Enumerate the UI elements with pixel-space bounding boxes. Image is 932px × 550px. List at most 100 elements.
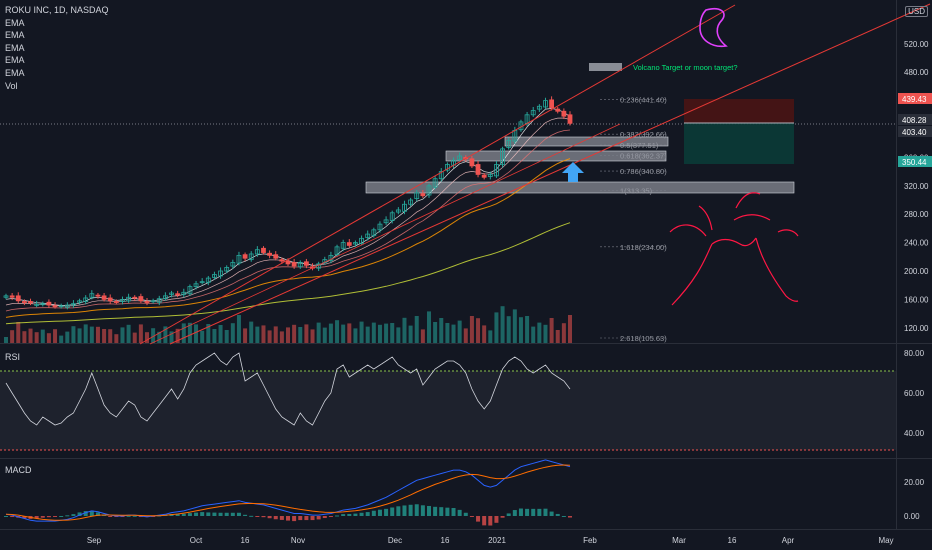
volume-bar [561, 323, 566, 343]
candle-body [77, 300, 82, 303]
volume-bar [512, 309, 517, 343]
candle-body [494, 164, 499, 177]
volume-bar [347, 323, 352, 343]
volume-bar [163, 326, 168, 343]
time-label: Oct [190, 536, 203, 545]
candle-body [285, 260, 291, 265]
volume-bar [212, 329, 217, 343]
candle-body [383, 219, 389, 224]
macd-histogram-bar [187, 513, 192, 516]
macd-histogram-bar [518, 508, 523, 516]
macd-histogram-bar [304, 516, 309, 521]
macd-histogram-bar [212, 512, 217, 516]
candle-body [58, 305, 64, 308]
candle-body [267, 252, 273, 256]
candle-body [475, 164, 481, 175]
volume-bar [255, 326, 260, 343]
time-axis[interactable]: Sep Oct 16 Nov Dec 16 2021 Feb Mar 16 Apr May [87, 536, 894, 545]
candle-body [261, 247, 266, 253]
macd-histogram-bar [132, 515, 137, 517]
macd-histogram-bar [255, 516, 260, 517]
time-label: 16 [728, 536, 737, 545]
candles [3, 96, 573, 310]
volume-bar [427, 311, 431, 343]
candle-body [549, 99, 555, 109]
symbol-title[interactable]: ROKU INC, 1D, NASDAQ [5, 5, 109, 15]
candle-body [402, 203, 407, 212]
price-axis[interactable]: 520.00480.00440.00400.00360.00320.00280.… [904, 40, 929, 333]
legend-volume[interactable]: Vol [5, 80, 18, 91]
price-label-box [898, 93, 932, 104]
legend-ema-3[interactable]: EMA [5, 42, 25, 53]
candle-body [291, 262, 297, 267]
macd-histogram-bar [181, 513, 186, 516]
time-label: 16 [241, 536, 250, 545]
legend-ema-4[interactable]: EMA [5, 55, 25, 66]
macd-histogram-bar [218, 512, 223, 516]
volume-bar [46, 333, 51, 343]
price-label-box [898, 126, 932, 137]
volume-bar [175, 328, 180, 343]
candle-body [438, 171, 444, 180]
candle-body [52, 305, 58, 308]
candle-body [230, 262, 236, 267]
volume-bar [439, 318, 444, 343]
candle-body [555, 108, 561, 112]
macd-histogram-bar [451, 508, 456, 516]
macd-histogram-bar [384, 508, 389, 516]
macd-histogram-bar [335, 515, 340, 517]
macd-histogram-bar [390, 507, 395, 516]
macd-histogram-bar [77, 512, 82, 516]
legend-ema-1[interactable]: EMA [5, 17, 25, 28]
macd-histogram-bar [286, 516, 290, 521]
price-tick: 200.00 [904, 267, 929, 276]
volume-bar [482, 325, 487, 343]
macd-histogram-bar [261, 516, 266, 518]
volume-bar [396, 327, 401, 343]
fib-label-2.618: 2.618(105.63) [620, 334, 667, 343]
profit-zone [684, 123, 794, 164]
volume-bar [322, 327, 327, 343]
macd-histogram-bar [488, 516, 493, 526]
volume-bar [151, 328, 156, 343]
volume-bar [279, 331, 284, 343]
volume-bar [236, 315, 241, 343]
time-label: Apr [782, 536, 795, 545]
currency-badge[interactable]: USD [905, 6, 928, 17]
macd-histogram-bar [476, 516, 481, 522]
macd-histogram-bar [457, 509, 462, 516]
macd-histogram-bar [500, 516, 505, 518]
candle-body [254, 249, 260, 255]
price-label-text: 439.43 [902, 95, 927, 104]
legend-ema-2[interactable]: EMA [5, 30, 25, 41]
price-label-box [898, 156, 932, 167]
macd-histogram-bar [359, 512, 364, 516]
candle-body [71, 303, 76, 306]
macd-histogram-bar [408, 504, 413, 516]
trendlines [139, 3, 931, 345]
volume-bar [40, 329, 45, 343]
fib-label-1.618: 1.618(234.00) [620, 243, 667, 252]
rsi-label[interactable]: RSI [5, 352, 21, 362]
time-label: Dec [388, 536, 402, 545]
macd-histogram-bar [4, 516, 8, 517]
ema-line-1 [5, 108, 571, 306]
up-arrow-icon [562, 162, 584, 182]
volume-bar [476, 318, 481, 343]
candle-body [224, 267, 230, 272]
macd-histogram-bar [236, 512, 241, 516]
candle-body [334, 246, 340, 256]
candle-body [9, 295, 15, 298]
macd-histogram-bar [95, 512, 100, 516]
ema-line-5 [5, 222, 571, 325]
candle-body [64, 304, 70, 308]
macd-label[interactable]: MACD [5, 465, 32, 475]
legend-ema-5[interactable]: EMA [5, 67, 25, 78]
macd-histogram-bar [482, 516, 487, 526]
candle-body [389, 212, 395, 221]
price-tick: 240.00 [904, 239, 929, 248]
volume-bar [445, 323, 450, 343]
candle-body [426, 185, 432, 196]
candle-body [132, 296, 138, 299]
